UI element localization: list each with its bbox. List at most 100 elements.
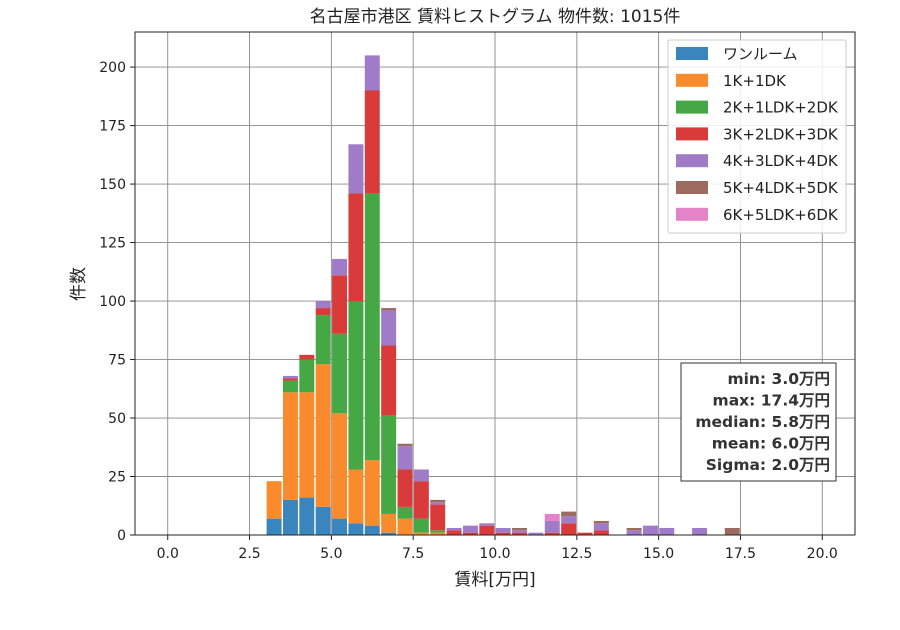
bar-segment <box>430 532 446 535</box>
bar-segment <box>381 532 397 535</box>
x-axis-label: 賃料[万円] <box>454 570 535 590</box>
bar-segment <box>282 499 298 535</box>
bar-segment <box>462 525 478 533</box>
stats-line: median: 5.8万円 <box>695 413 830 431</box>
bar-segment <box>381 513 397 533</box>
y-axis-ticks: 0 25 50 75 100 125 150 175 200 <box>99 60 135 544</box>
legend-entry-label: 2K+1LDK+2DK <box>723 99 839 117</box>
y-tick-label: 100 <box>99 294 126 310</box>
bar-segment <box>642 525 658 535</box>
x-tick-label: 12.5 <box>561 546 592 562</box>
legend-entry-label: ワンルーム <box>723 45 798 63</box>
bar-segment <box>299 354 315 360</box>
bar-segment <box>495 527 511 533</box>
bar-segment <box>266 518 282 535</box>
bar-segment <box>332 518 348 535</box>
legend-swatch <box>676 47 708 60</box>
x-axis-ticks: 0.0 2.5 5.0 7.5 10.0 12.5 15.0 17.5 20.0 <box>157 535 838 562</box>
bar-segment <box>413 532 429 535</box>
stats-line: mean: 6.0万円 <box>712 435 830 453</box>
bar-segment <box>315 315 331 365</box>
legend-swatch <box>676 154 708 168</box>
x-tick-label: 7.5 <box>402 546 424 562</box>
bar-segment <box>364 90 380 194</box>
bar-segment <box>479 525 495 535</box>
bar-segment <box>315 364 331 507</box>
bar-segment <box>381 345 397 416</box>
bar-segment <box>446 530 462 535</box>
bar-segment <box>430 530 446 533</box>
stats-line: min: 3.0万円 <box>727 370 830 388</box>
x-tick-label: 2.5 <box>238 546 260 562</box>
y-tick-label: 75 <box>108 353 126 369</box>
bar-segment <box>413 518 429 533</box>
bar-segment <box>544 532 560 535</box>
stats-line: Sigma: 2.0万円 <box>706 456 830 474</box>
legend-swatch <box>676 127 708 141</box>
x-tick-label: 20.0 <box>807 546 838 562</box>
bar-segment <box>299 392 315 498</box>
bar-segment <box>593 530 609 535</box>
bar-segment <box>692 527 708 535</box>
bar-segment <box>495 532 511 535</box>
bar-segment <box>348 523 364 535</box>
stats-frame <box>680 362 837 482</box>
bar-segment <box>348 301 364 470</box>
bar-segment <box>364 460 380 526</box>
bar-segment <box>282 375 298 379</box>
y-tick-label: 175 <box>99 119 126 135</box>
bar-segment <box>462 532 478 535</box>
bar-segment <box>315 308 331 316</box>
bar-segment <box>282 380 298 393</box>
bar-segment <box>332 413 348 519</box>
legend-swatch <box>676 181 708 194</box>
bar-segment <box>348 469 364 524</box>
legend-entry-label: 5K+4LDK+5DK <box>723 179 839 197</box>
legend-swatch <box>676 100 708 114</box>
y-tick-label: 50 <box>108 411 126 427</box>
bar-segment <box>397 506 413 519</box>
legend-entry-label: 4K+3LDK+4DK <box>723 152 839 170</box>
y-axis-label: 件数 <box>69 267 89 301</box>
bars <box>266 55 740 535</box>
bar-segment <box>512 530 528 533</box>
legend-entry-label: 3K+2LDK+3DK <box>723 125 839 143</box>
bar-segment <box>364 193 380 461</box>
x-tick-label: 5.0 <box>320 546 342 562</box>
y-tick-label: 0 <box>117 528 126 544</box>
bar-segment <box>430 499 446 503</box>
y-tick-label: 150 <box>99 177 126 193</box>
bar-segment <box>413 469 429 482</box>
bar-segment <box>528 532 544 535</box>
bar-segment <box>577 532 593 535</box>
chart-title: 名古屋市港区 賃料ヒストグラム 物件数: 1015件 <box>310 7 681 27</box>
bar-segment <box>593 523 609 531</box>
legend-swatch <box>676 73 708 87</box>
bar-segment <box>315 301 331 309</box>
bar-segment <box>364 55 380 91</box>
bar-segment <box>332 275 348 334</box>
bar-segment <box>348 144 364 194</box>
bar-segment <box>446 527 462 531</box>
bar-segment <box>593 520 609 524</box>
bar-segment <box>413 481 429 519</box>
bar-segment <box>724 527 740 535</box>
y-tick-label: 125 <box>99 236 126 252</box>
bar-segment <box>430 504 446 531</box>
x-tick-label: 17.5 <box>725 546 756 562</box>
bar-segment <box>381 310 397 346</box>
bar-segment <box>332 333 348 414</box>
bar-segment <box>659 527 675 535</box>
legend: ワンルーム 1K+1DK 2K+1LDK+2DK 3K+2LDK+3DK 4K+3LDK… <box>667 39 847 234</box>
bar-segment <box>626 527 642 531</box>
bar-segment <box>512 527 528 531</box>
y-tick-label: 25 <box>108 470 126 486</box>
bar-segment <box>512 532 528 535</box>
x-tick-label: 10.0 <box>479 546 510 562</box>
bar-segment <box>266 481 282 519</box>
bar-segment <box>282 392 298 500</box>
stats-box: min: 3.0万円 max: 17.4万円 median: 5.8万円 mean: … <box>680 362 837 482</box>
bar-segment <box>348 193 364 302</box>
x-tick-label: 15.0 <box>643 546 674 562</box>
